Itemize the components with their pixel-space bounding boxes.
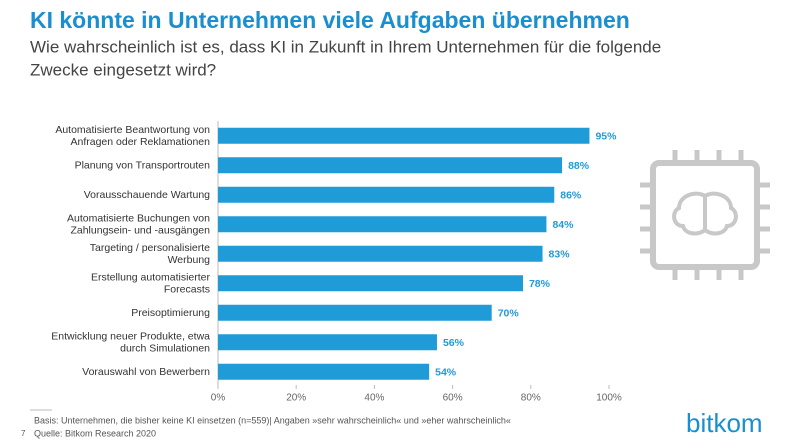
x-tick-label: 20% — [286, 393, 306, 404]
value-label: 56% — [443, 337, 465, 349]
category-label: Vorausschauende Wartung — [84, 189, 210, 201]
category-label: Vorauswahl von Bewerbern — [82, 366, 210, 378]
bar — [218, 304, 492, 321]
category-label: Entwicklung neuer Produkte, etwa durch Si… — [51, 330, 210, 354]
bar — [218, 127, 590, 144]
x-tick-label: 100% — [596, 393, 622, 404]
category-label: Automatisierte Beantwortung von Anfragen … — [55, 124, 210, 148]
source: Quelle: Bitkom Research 2020 — [34, 428, 156, 438]
logo: bitkom — [686, 408, 763, 438]
category-label: Automatisierte Buchungen von Zahlungsein-… — [67, 212, 210, 236]
page-number: 7 — [21, 429, 26, 438]
x-tick-label: 0% — [211, 393, 226, 404]
x-tick-label: 40% — [364, 393, 384, 404]
bar — [218, 186, 555, 203]
chip-icon — [640, 150, 770, 280]
category-label: Erstellung automatisierter Forecasts — [91, 271, 211, 295]
value-label: 84% — [552, 219, 574, 231]
value-label: 86% — [560, 190, 582, 202]
footnote: Basis: Unternehmen, die bisher keine KI … — [34, 415, 511, 425]
bar — [218, 157, 563, 174]
x-tick-label: 80% — [521, 393, 541, 404]
bar — [218, 275, 523, 292]
bar — [218, 363, 430, 380]
bar — [218, 334, 437, 351]
value-label: 88% — [568, 160, 590, 172]
x-tick-label: 60% — [443, 393, 463, 404]
category-label: Targeting / personalisierte Werbung — [90, 242, 210, 266]
category-label: Planung von Transportrouten — [75, 159, 211, 171]
value-label: 54% — [435, 367, 457, 379]
bar — [218, 216, 547, 233]
chart-title: KI könnte in Unternehmen viele Aufgaben … — [30, 7, 630, 33]
value-label: 95% — [595, 131, 617, 143]
value-label: 78% — [529, 278, 551, 290]
value-label: 70% — [498, 308, 520, 320]
chart-subtitle: Wie wahrscheinlich ist es, dass KI in Zu… — [30, 38, 661, 80]
value-label: 83% — [549, 249, 571, 261]
bar — [218, 245, 543, 262]
category-label: Preisoptimierung — [131, 307, 210, 319]
